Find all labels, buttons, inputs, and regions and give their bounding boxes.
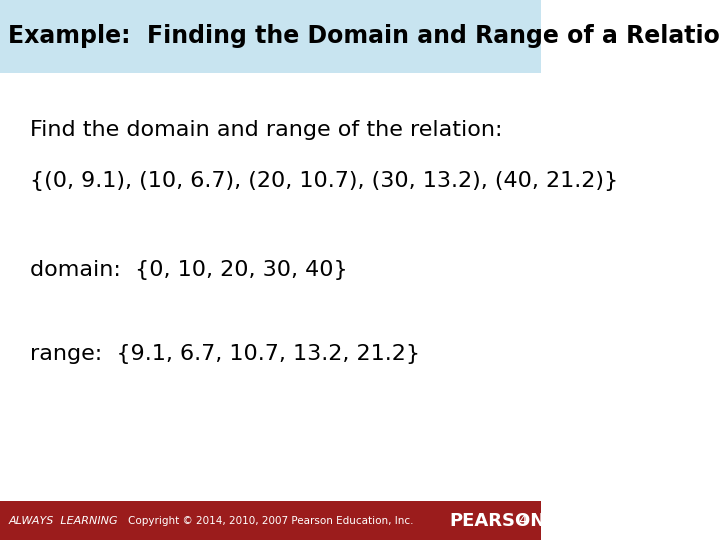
FancyBboxPatch shape (0, 0, 541, 73)
Text: PEARSON: PEARSON (449, 511, 545, 530)
Text: 4: 4 (518, 514, 527, 528)
Text: domain:  {0, 10, 20, 30, 40}: domain: {0, 10, 20, 30, 40} (30, 260, 347, 280)
Text: Copyright © 2014, 2010, 2007 Pearson Education, Inc.: Copyright © 2014, 2010, 2007 Pearson Edu… (127, 516, 413, 525)
Text: {(0, 9.1), (10, 6.7), (20, 10.7), (30, 13.2), (40, 21.2)}: {(0, 9.1), (10, 6.7), (20, 10.7), (30, 1… (30, 171, 618, 191)
FancyBboxPatch shape (0, 501, 541, 540)
Text: range:  {9.1, 6.7, 10.7, 13.2, 21.2}: range: {9.1, 6.7, 10.7, 13.2, 21.2} (30, 343, 420, 364)
Text: Example:  Finding the Domain and Range of a Relation: Example: Finding the Domain and Range of… (8, 24, 720, 49)
Text: ALWAYS  LEARNING: ALWAYS LEARNING (8, 516, 118, 525)
Text: Find the domain and range of the relation:: Find the domain and range of the relatio… (30, 119, 503, 140)
